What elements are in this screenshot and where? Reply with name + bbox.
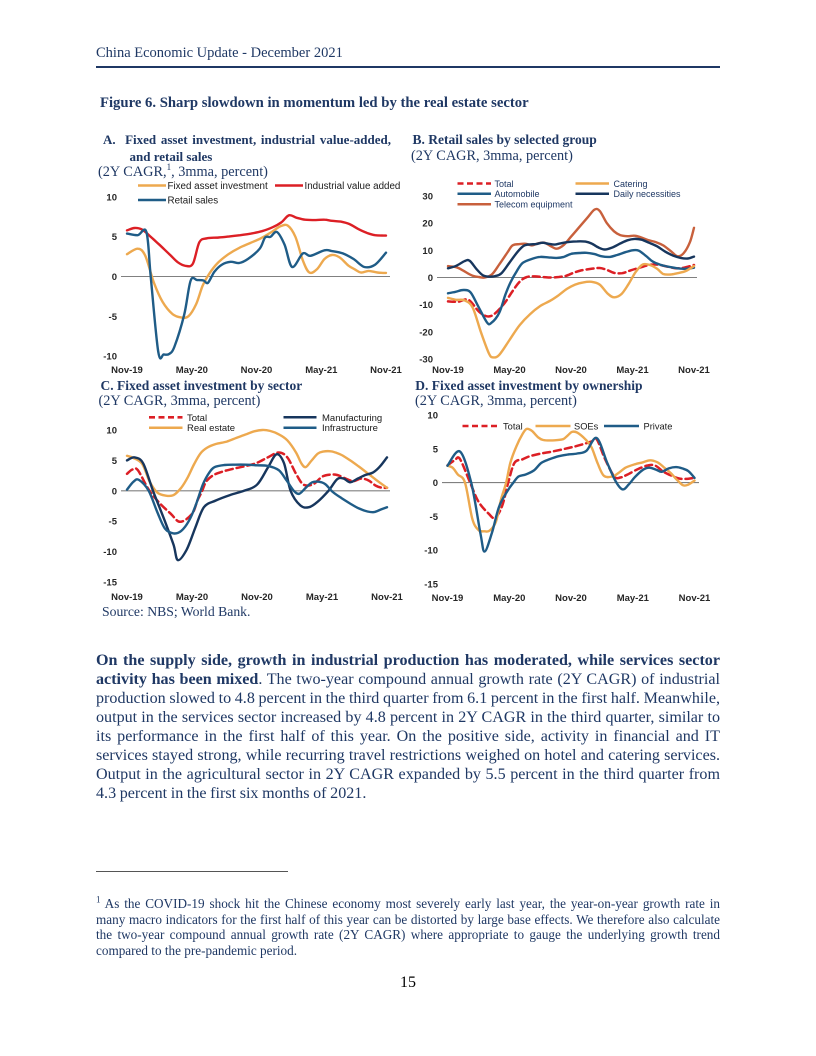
svg-text:Total: Total — [495, 179, 514, 189]
svg-text:-10: -10 — [424, 546, 438, 557]
svg-text:Nov-19: Nov-19 — [432, 365, 464, 376]
svg-text:May-21: May-21 — [306, 592, 339, 603]
svg-text:10: 10 — [106, 426, 117, 437]
svg-text:SOEs: SOEs — [574, 422, 599, 432]
svg-text:-10: -10 — [419, 300, 433, 311]
svg-text:Nov-21: Nov-21 — [371, 592, 403, 603]
svg-text:Nov-21: Nov-21 — [678, 365, 710, 376]
svg-text:5: 5 — [112, 232, 118, 243]
svg-text:Catering: Catering — [614, 179, 648, 189]
svg-text:Total: Total — [503, 422, 523, 432]
svg-text:-30: -30 — [419, 355, 433, 366]
svg-text:May-21: May-21 — [305, 365, 338, 376]
svg-text:Nov-19: Nov-19 — [111, 592, 143, 603]
svg-text:May-20: May-20 — [176, 592, 208, 603]
svg-text:-5: -5 — [109, 517, 118, 528]
svg-text:-15: -15 — [424, 580, 438, 591]
svg-text:-15: -15 — [103, 578, 117, 589]
svg-text:0: 0 — [433, 478, 438, 489]
svg-text:Nov-19: Nov-19 — [111, 365, 143, 376]
svg-text:May-20: May-20 — [493, 365, 525, 376]
svg-text:Nov-21: Nov-21 — [370, 365, 402, 376]
svg-text:Real estate: Real estate — [187, 423, 235, 434]
svg-text:20: 20 — [422, 219, 433, 230]
svg-text:-10: -10 — [103, 547, 117, 558]
svg-text:10: 10 — [422, 246, 433, 257]
svg-text:Private: Private — [644, 422, 673, 432]
svg-text:10: 10 — [106, 193, 117, 204]
svg-text:-5: -5 — [430, 512, 439, 523]
svg-text:Nov-20: Nov-20 — [241, 365, 273, 376]
svg-text:Nov-20: Nov-20 — [241, 592, 273, 603]
svg-text:-5: -5 — [109, 312, 118, 323]
svg-text:30: 30 — [422, 192, 433, 203]
svg-text:0: 0 — [428, 273, 433, 284]
svg-text:May-21: May-21 — [616, 365, 649, 376]
svg-text:0: 0 — [112, 272, 117, 283]
svg-text:Nov-20: Nov-20 — [555, 593, 587, 604]
svg-text:May-21: May-21 — [617, 593, 650, 604]
svg-text:Automobile: Automobile — [495, 189, 540, 199]
svg-text:Retail sales: Retail sales — [168, 196, 219, 207]
svg-text:Total: Total — [187, 413, 207, 424]
svg-text:0: 0 — [112, 486, 117, 497]
svg-text:Nov-19: Nov-19 — [432, 593, 464, 604]
svg-text:Telecom equipment: Telecom equipment — [495, 200, 574, 210]
svg-text:-10: -10 — [103, 352, 117, 363]
svg-text:5: 5 — [433, 444, 439, 455]
svg-text:Nov-20: Nov-20 — [555, 365, 587, 376]
svg-text:Nov-21: Nov-21 — [679, 593, 711, 604]
svg-text:5: 5 — [112, 456, 118, 467]
svg-text:Manufacturing: Manufacturing — [322, 413, 382, 424]
svg-text:Infrastructure: Infrastructure — [322, 423, 378, 434]
svg-text:10: 10 — [427, 411, 438, 422]
svg-text:Daily necessities: Daily necessities — [614, 189, 682, 199]
svg-text:May-20: May-20 — [176, 365, 208, 376]
svg-text:Fixed asset investment: Fixed asset investment — [168, 181, 268, 192]
svg-text:-20: -20 — [419, 327, 433, 338]
svg-text:Industrial value added: Industrial value added — [305, 181, 401, 192]
svg-text:May-20: May-20 — [493, 593, 525, 604]
